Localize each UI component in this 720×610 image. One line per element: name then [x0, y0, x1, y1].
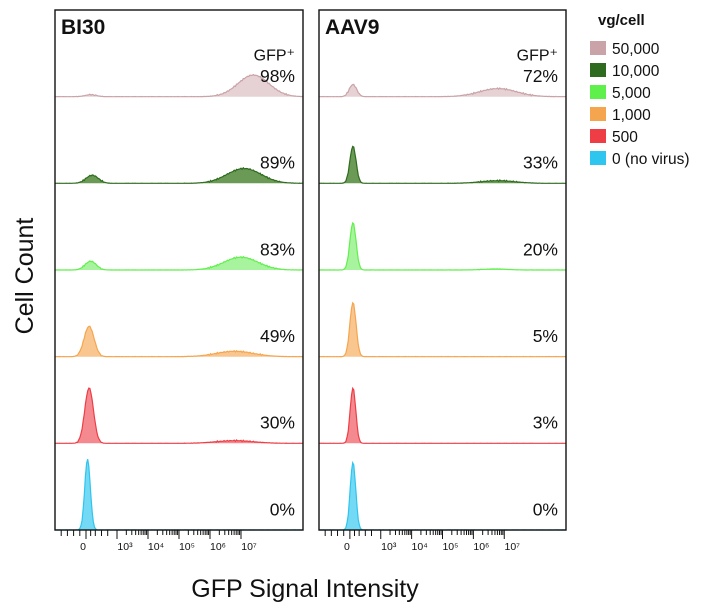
legend-swatch — [590, 151, 606, 165]
legend-label: 1,000 — [612, 107, 651, 124]
legend-label: 5,000 — [612, 85, 651, 102]
percent-gfp-label: 5% — [533, 326, 558, 346]
percent-gfp-label: 3% — [533, 413, 558, 433]
legend-label: 0 (no virus) — [612, 151, 690, 168]
x-tick-label: 10⁴ — [412, 541, 428, 553]
histogram-outline — [319, 221, 566, 271]
x-axis-title: GFP Signal Intensity — [191, 575, 419, 603]
panels: 98% 89% 83% 49% 30% 0% GFP⁺ BI30 0 10³ 10⁴ 10⁵ 10⁶ 10… — [54, 9, 567, 553]
percent-gfp-label: 30% — [260, 413, 295, 433]
legend-swatch — [590, 107, 606, 121]
percent-gfp-label: 49% — [260, 326, 295, 346]
histogram-5-000 — [55, 256, 303, 270]
panel-title: BI30 — [61, 16, 105, 39]
histogram-1-000 — [55, 326, 303, 357]
histogram-10-000 — [55, 167, 303, 184]
histogram-outline — [319, 145, 566, 184]
x-tick-label: 10³ — [381, 541, 397, 553]
legend-label: 500 — [612, 129, 638, 146]
x-tick-label: 10⁷ — [505, 541, 521, 553]
legend-swatch — [590, 129, 606, 143]
percent-gfp-label: 33% — [523, 153, 558, 173]
percent-gfp-label: 83% — [260, 239, 295, 259]
percent-gfp-label: 20% — [523, 239, 558, 259]
x-tick-label: 10⁷ — [241, 541, 257, 553]
y-axis-title: Cell Count — [11, 218, 39, 335]
percent-gfp-label: 0% — [533, 499, 558, 519]
gfp-positive-label: GFP⁺ — [517, 47, 558, 64]
histogram-outline — [55, 387, 303, 444]
histogram-0-no-virus — [55, 459, 303, 530]
legend-swatch — [590, 85, 606, 99]
panel-aav9: 72% 33% 20% 5% 3% 0% GFP⁺ AAV9 0 10³ 10⁴ 10⁵ 10⁶ 10⁷ — [318, 9, 567, 553]
legend-label: 50,000 — [612, 41, 660, 58]
histogram-outline — [55, 255, 303, 271]
histogram-50-000 — [55, 74, 303, 97]
gfp-positive-label: GFP⁺ — [254, 47, 295, 64]
panel-bi30: 98% 89% 83% 49% 30% 0% GFP⁺ BI30 0 10³ 10⁴ 10⁵ 10⁶ 10… — [54, 9, 304, 553]
percent-gfp-label: 72% — [523, 66, 558, 86]
x-tick-label: 10⁵ — [179, 541, 195, 553]
histogram-outline — [319, 386, 566, 444]
histogram-outline — [319, 83, 566, 98]
legend-swatch — [590, 63, 606, 77]
legend-title: vg/cell — [598, 12, 645, 29]
histogram-50-000 — [319, 84, 566, 97]
panel-title: AAV9 — [325, 16, 379, 39]
x-tick-label: 10⁴ — [148, 541, 164, 553]
x-tick-label: 10⁶ — [473, 541, 489, 553]
x-tick-label: 0 — [344, 541, 350, 553]
histogram-1-000 — [319, 302, 566, 357]
x-tick-label: 10⁶ — [210, 541, 226, 553]
legend: vg/cell 50,000 10,000 5,000 1,000 500 0 (no vi… — [590, 12, 690, 168]
legend-label: 10,000 — [612, 63, 660, 80]
percent-gfp-label: 0% — [270, 499, 295, 519]
x-tick-label: 10³ — [117, 541, 133, 553]
legend-swatch — [590, 41, 606, 55]
percent-gfp-label: 89% — [260, 153, 295, 173]
histogram-outline — [55, 73, 303, 98]
x-tick-label: 10⁵ — [442, 541, 458, 553]
x-tick-label: 0 — [80, 541, 86, 553]
histogram-outline — [55, 325, 303, 358]
histogram-outline — [319, 301, 566, 358]
histogram-outline — [55, 166, 303, 184]
percent-gfp-label: 98% — [260, 66, 295, 86]
